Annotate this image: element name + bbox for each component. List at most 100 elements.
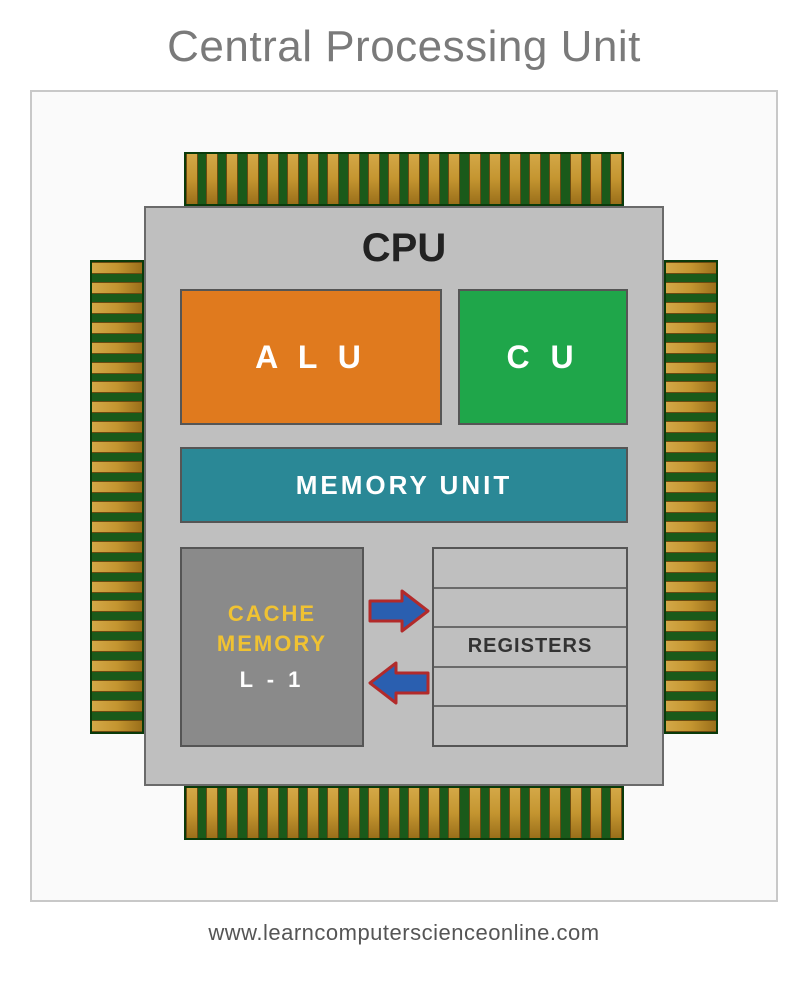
pin xyxy=(92,481,142,493)
cache-label-2: MEMORY xyxy=(217,631,327,657)
pin xyxy=(92,720,142,732)
pin xyxy=(92,262,142,274)
pin xyxy=(348,154,360,204)
pin xyxy=(92,600,142,612)
pin xyxy=(666,561,716,573)
pin xyxy=(267,788,279,838)
pin xyxy=(92,501,142,513)
pin xyxy=(267,154,279,204)
pin xyxy=(388,788,400,838)
pin xyxy=(226,788,238,838)
pin xyxy=(206,788,218,838)
pin xyxy=(92,441,142,453)
cu-label: C U xyxy=(506,339,579,376)
pin xyxy=(92,342,142,354)
pin xyxy=(408,154,420,204)
pin xyxy=(388,154,400,204)
pin xyxy=(287,788,299,838)
register-row xyxy=(434,549,626,589)
alu-label: A L U xyxy=(255,339,367,376)
pin xyxy=(206,154,218,204)
pin xyxy=(590,154,602,204)
pin xyxy=(570,788,582,838)
cu-block: C U xyxy=(458,289,628,425)
pin xyxy=(92,362,142,374)
pin xyxy=(92,322,142,334)
register-row xyxy=(434,707,626,745)
pin xyxy=(92,620,142,632)
row-cache-registers: CACHE MEMORY L - 1 xyxy=(180,547,628,747)
pin xyxy=(92,282,142,294)
pin xyxy=(247,154,259,204)
pin xyxy=(610,154,622,204)
pin xyxy=(247,788,259,838)
pin xyxy=(489,154,501,204)
pin xyxy=(666,322,716,334)
pin xyxy=(549,788,561,838)
pin xyxy=(666,700,716,712)
pin xyxy=(92,660,142,672)
pin xyxy=(666,441,716,453)
pin xyxy=(666,640,716,652)
chip-package: CPU A L U C U MEMORY UNIT CACHE MEMORY L… xyxy=(90,152,718,840)
pin xyxy=(92,401,142,413)
chip-die: CPU A L U C U MEMORY UNIT CACHE MEMORY L… xyxy=(144,206,664,786)
memory-unit-block: MEMORY UNIT xyxy=(180,447,628,523)
alu-block: A L U xyxy=(180,289,442,425)
pins-top xyxy=(184,152,624,206)
pin xyxy=(287,154,299,204)
pin xyxy=(428,788,440,838)
pin xyxy=(348,788,360,838)
pin xyxy=(666,302,716,314)
pin xyxy=(666,342,716,354)
pin xyxy=(92,680,142,692)
pin xyxy=(666,282,716,294)
pins-left xyxy=(90,260,144,734)
pin xyxy=(469,788,481,838)
pin xyxy=(666,581,716,593)
pin xyxy=(509,788,521,838)
pin xyxy=(92,581,142,593)
cpu-label: CPU xyxy=(362,226,446,271)
pin xyxy=(307,788,319,838)
pin xyxy=(666,660,716,672)
pin xyxy=(590,788,602,838)
pin xyxy=(666,521,716,533)
cache-label-3: L - 1 xyxy=(240,667,305,693)
pin xyxy=(92,561,142,573)
arrow-group xyxy=(368,547,436,747)
diagram-frame: CPU A L U C U MEMORY UNIT CACHE MEMORY L… xyxy=(30,90,778,902)
pin xyxy=(666,421,716,433)
pin xyxy=(92,421,142,433)
pin xyxy=(529,154,541,204)
cache-block: CACHE MEMORY L - 1 xyxy=(180,547,364,747)
pins-right xyxy=(664,260,718,734)
pin xyxy=(529,788,541,838)
register-row: REGISTERS xyxy=(434,628,626,668)
pin xyxy=(92,381,142,393)
pin xyxy=(666,481,716,493)
pin xyxy=(469,154,481,204)
pin xyxy=(448,154,460,204)
pin xyxy=(92,461,142,473)
register-row xyxy=(434,589,626,629)
pin xyxy=(610,788,622,838)
pin xyxy=(186,154,198,204)
pin xyxy=(509,154,521,204)
pin xyxy=(570,154,582,204)
memory-unit-label: MEMORY UNIT xyxy=(296,470,512,501)
pin xyxy=(666,501,716,513)
pin xyxy=(666,461,716,473)
pin xyxy=(448,788,460,838)
pins-bottom xyxy=(184,786,624,840)
pin xyxy=(307,154,319,204)
arrow-right-icon xyxy=(368,589,430,633)
pin xyxy=(489,788,501,838)
pin xyxy=(666,620,716,632)
cache-label-1: CACHE xyxy=(228,601,316,627)
pin xyxy=(666,381,716,393)
pin xyxy=(666,401,716,413)
pin xyxy=(327,154,339,204)
pin xyxy=(666,262,716,274)
pin xyxy=(368,154,380,204)
